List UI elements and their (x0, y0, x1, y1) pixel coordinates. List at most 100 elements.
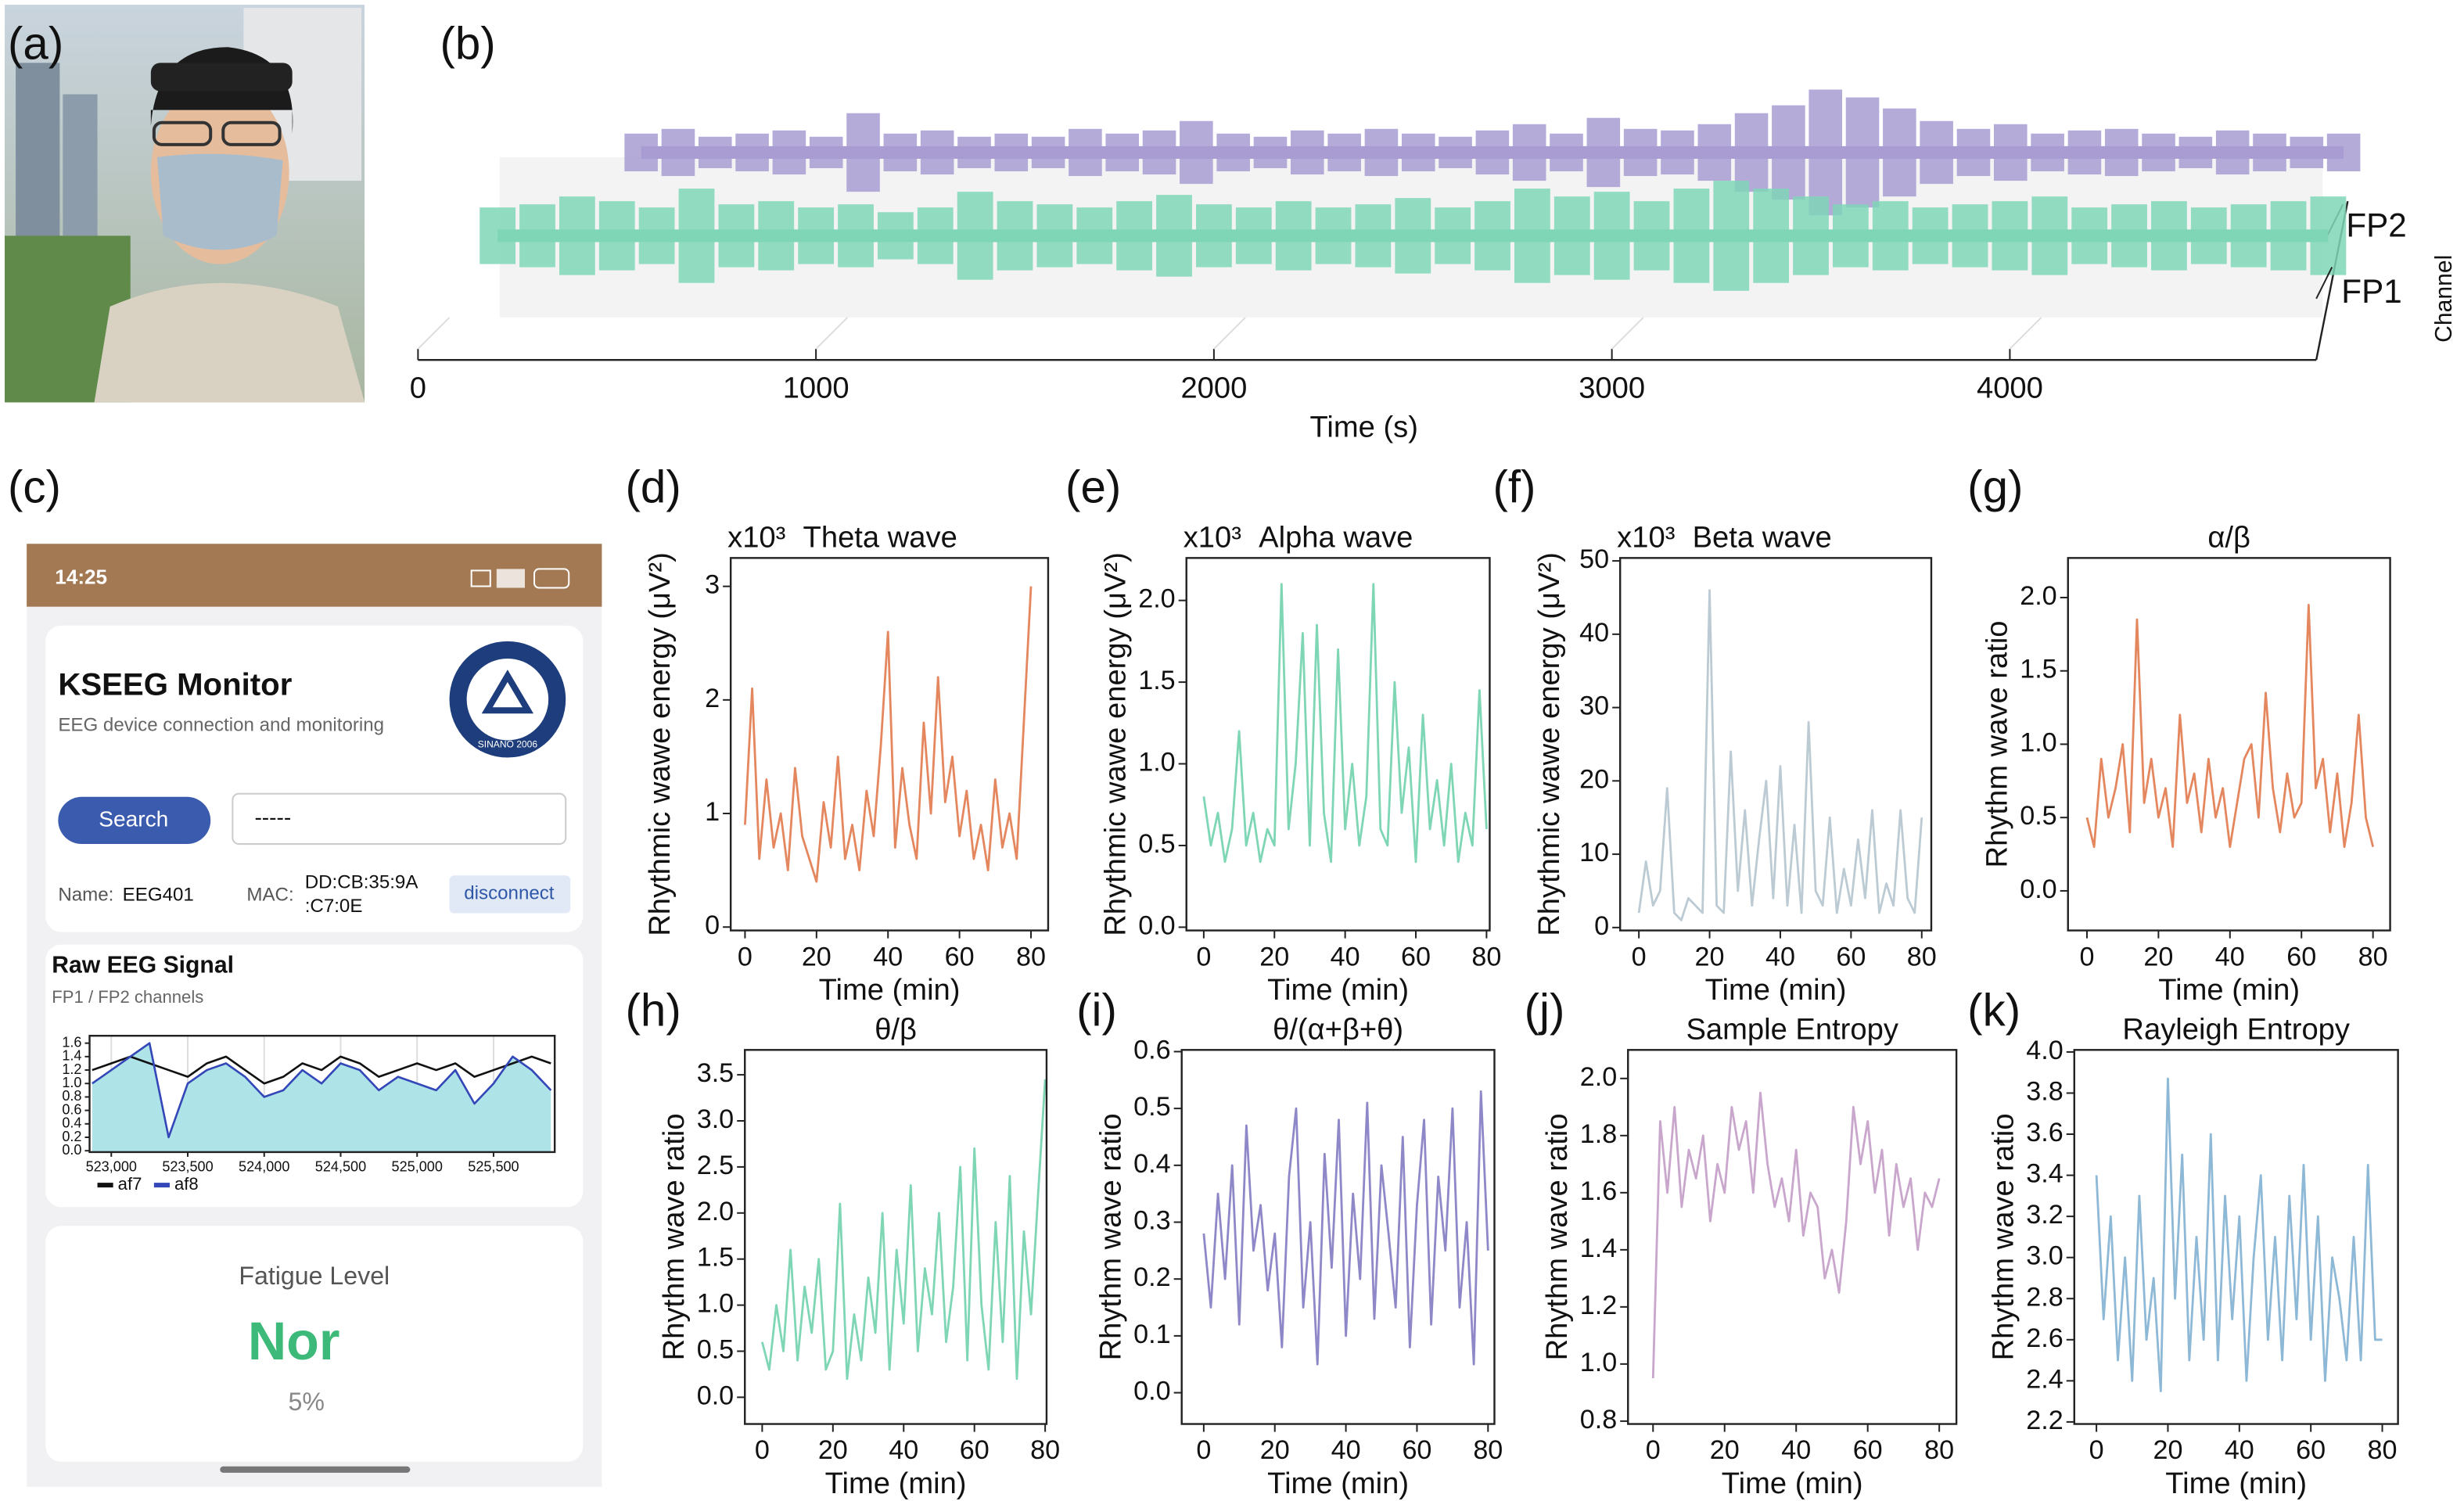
panel-label: (f) (1492, 461, 1536, 512)
eeg-burst (838, 204, 874, 268)
eeg-burst (1180, 120, 1213, 185)
y-tick-label: 1.0 (697, 1289, 734, 1319)
x-tick-label: 20 (2153, 1435, 2182, 1465)
plot-frame (1185, 557, 1491, 932)
y-tick-label: 1.8 (1580, 1119, 1617, 1149)
y-tick-label: 0 (705, 910, 720, 940)
plot-area (2067, 558, 2390, 931)
eeg-burst (2270, 201, 2307, 271)
y-tick-label: 1.5 (1138, 666, 1175, 695)
eeg-burst (2178, 136, 2213, 169)
y-tick-label: 0.5 (2020, 801, 2056, 831)
disconnect-label[interactable]: disconnect (464, 883, 555, 904)
y-tick-label: 1 (705, 797, 720, 827)
eeg-burst (1355, 204, 1392, 268)
search-button[interactable] (58, 796, 211, 845)
line-series (92, 1055, 551, 1085)
eeg-burst (698, 136, 732, 169)
eeg-burst (1753, 189, 1790, 283)
eeg-burst (1633, 201, 1670, 271)
panel-label: (g) (1967, 461, 2023, 512)
device-card (45, 625, 584, 932)
x-tick-label: 40 (873, 942, 903, 971)
y-axis-label: Rhythmic wawe energy (μV²) (643, 552, 677, 936)
x-tick-label: 60 (1401, 942, 1431, 971)
status-time: 14:25 (55, 565, 107, 588)
eeg-burst (994, 133, 1029, 172)
photo (5, 5, 365, 403)
eeg-burst (1156, 195, 1192, 277)
x-tick-label: 20 (1260, 1435, 1290, 1465)
y-tick-label: 0.5 (1133, 1092, 1170, 1122)
app-title: KSEEG Monitor (58, 667, 292, 702)
eeg-burst (2031, 133, 2064, 172)
x-tick-label: 0 (755, 1435, 770, 1465)
headband (150, 63, 293, 92)
eeg-burst (1069, 128, 1102, 177)
axis-scale: x10³ (1617, 520, 1675, 554)
mac-value: :C7:0E (305, 896, 363, 917)
eeg-burst (2031, 196, 2068, 275)
y-tick-label: 3.6 (2026, 1118, 2063, 1147)
axis-scale: x10³ (1184, 520, 1241, 554)
x-tick-label: 525,500 (468, 1158, 519, 1174)
y-tick-label: 2.4 (2026, 1364, 2063, 1394)
eeg-burst (1956, 128, 1991, 177)
name-value: EEG401 (123, 885, 194, 906)
eeg-burst (638, 207, 675, 264)
y-tick-label: 0.0 (1138, 910, 1175, 940)
eeg-burst (2253, 133, 2286, 172)
eeg-burst (877, 212, 914, 260)
eeg-burst (1833, 204, 1869, 268)
x-axis-label: Time (min) (1267, 973, 1409, 1007)
eeg-burst (1439, 136, 1472, 169)
eeg-burst (2290, 136, 2324, 169)
line-series (1202, 1090, 1489, 1366)
eeg-burst (598, 201, 635, 271)
y-tick-label: 2.2 (2026, 1406, 2063, 1435)
search-button-label[interactable]: Search (99, 806, 168, 831)
x-tick-label: 80 (2368, 1435, 2398, 1465)
x-tick-label: 524,000 (239, 1158, 289, 1174)
eeg-burst (1235, 207, 1272, 264)
logo-text: SINANO 2006 (478, 739, 538, 750)
plot-area (1628, 1050, 1957, 1424)
x-tick-label: 40 (1331, 942, 1360, 971)
eeg-burst (1586, 117, 1621, 188)
search-input[interactable] (232, 792, 567, 846)
line-series (744, 586, 1033, 883)
y-tick-label: 1.6 (1580, 1176, 1617, 1206)
y-tick-label: 1.0 (1138, 748, 1175, 777)
x-tick-label: 60 (2296, 1435, 2326, 1465)
x-tick-label: 524,500 (315, 1158, 366, 1174)
eeg-burst (846, 113, 880, 192)
x-axis-label: Time (min) (819, 973, 961, 1007)
eeg-burst (1512, 124, 1546, 181)
eeg-burst (2326, 133, 2361, 172)
eeg-burst (1275, 201, 1312, 271)
x-axis-label: Time (min) (2165, 1467, 2307, 1500)
plot-frame (744, 1049, 1048, 1425)
eeg-burst (1872, 201, 1909, 271)
eeg-burst (1401, 133, 1435, 172)
y-tick-label: 0.1 (1133, 1320, 1170, 1349)
eeg-burst (735, 133, 769, 172)
disconnect-button[interactable] (449, 875, 571, 914)
y-tick-label: 2.5 (697, 1151, 734, 1180)
plot-frame (88, 1035, 556, 1154)
x-tick-label: 80 (1471, 942, 1501, 971)
x-tick-label: 20 (1695, 942, 1725, 971)
x-tick-label: 0 (2079, 942, 2094, 971)
legend-label: af7 (118, 1174, 142, 1194)
search-input-text[interactable]: ----- (254, 805, 291, 829)
plot-frame (729, 557, 1050, 932)
x-tick-label: 80 (1907, 942, 1937, 971)
x-tick-label: 0 (1196, 942, 1211, 971)
y-tick-label: 0.0 (2020, 874, 2056, 904)
x-axis-label: Time (min) (1722, 1467, 1863, 1500)
eeg-burst (1116, 201, 1153, 271)
x-tick-label: 60 (945, 942, 975, 971)
plot-frame (1619, 557, 1933, 932)
panel-label: (d) (626, 461, 681, 512)
eeg-burst (1952, 204, 1988, 268)
